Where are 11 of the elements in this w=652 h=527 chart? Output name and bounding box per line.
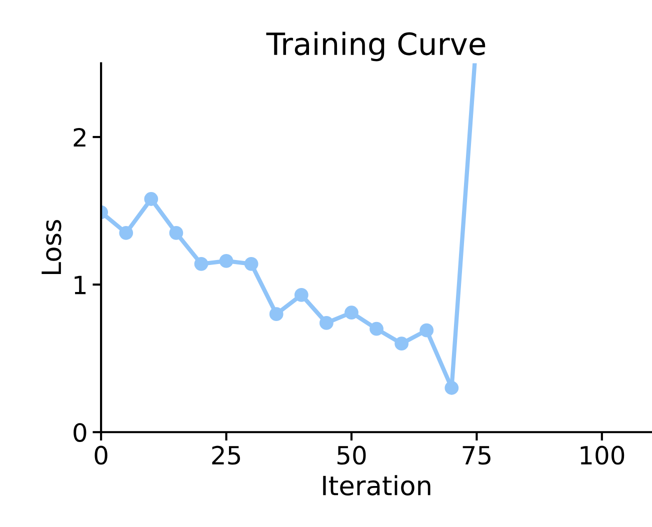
y-tick-label: 0 — [74, 423, 86, 442]
chart-title: Training Curve — [266, 32, 486, 62]
x-tick-label: 75 — [462, 446, 490, 465]
y-tick-label: 2 — [74, 128, 86, 147]
x-tick-label: 0 — [94, 446, 108, 465]
x-tick-label: 50 — [338, 446, 366, 465]
x-tick-label: 25 — [212, 446, 240, 465]
y-axis-title: Loss — [42, 220, 62, 274]
x-tick-label: 100 — [580, 446, 624, 465]
x-axis-title: Iteration — [323, 475, 430, 496]
y-tick-label: 1 — [74, 276, 86, 294]
